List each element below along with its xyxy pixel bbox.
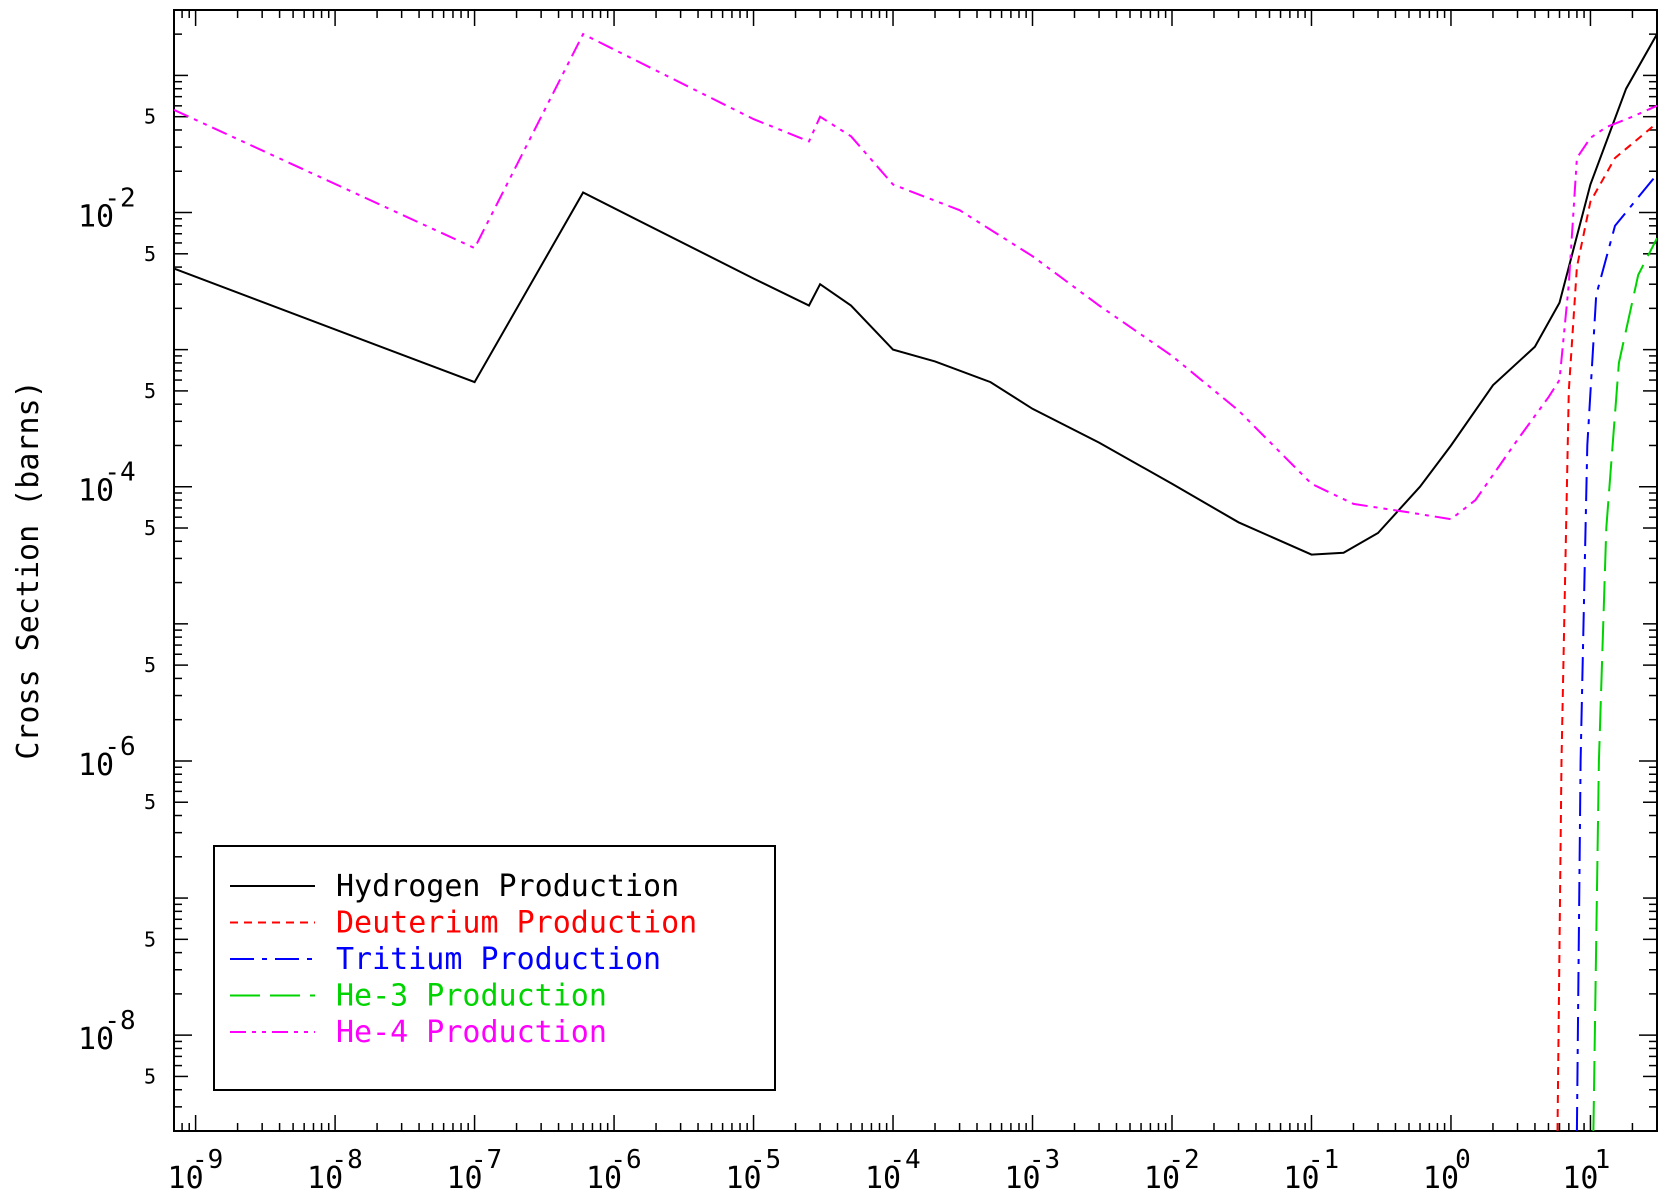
plot-frame [173,9,1658,1132]
series-lines [174,32,1657,1131]
x-tick-label-base: 10 [865,1161,901,1196]
y-minor-tick-label: 5 [144,242,156,266]
series-line-deuterium-production [1556,122,1657,1131]
legend-label: He-3 Production [336,979,607,1014]
x-tick-label-base: 10 [1004,1161,1040,1196]
x-tick-label-exponent: -9 [192,1145,223,1175]
x-tick-label-base: 10 [1562,1161,1598,1196]
x-tick-label-base: 10 [1423,1161,1459,1196]
y-axis-label: Cross Section (barns) [11,380,46,759]
x-tick-labels: 10-910-810-710-610-510-410-310-210-11001… [168,1145,1611,1196]
series-line-he-3-production [1592,237,1657,1131]
x-tick-label-base: 10 [1144,1161,1180,1196]
y-tick-label-base: 10 [78,748,114,783]
y-minor-tick-label: 5 [144,790,156,814]
y-minor-tick-label: 5 [144,927,156,951]
y-tick-label-exponent: -6 [104,732,135,762]
y-tick-label-exponent: -2 [104,184,135,214]
y-minor-tick-label: 5 [144,653,156,677]
x-tick-label-exponent: -8 [331,1145,362,1175]
y-minor-tick-label: 5 [144,105,156,129]
y-minor-tick-label: 5 [144,516,156,540]
y-minor-tick-label: 5 [144,379,156,403]
x-tick-label-base: 10 [447,1161,483,1196]
x-tick-label-base: 10 [307,1161,343,1196]
legend-label: He-4 Production [336,1015,607,1050]
y-tick-label-base: 10 [78,1022,114,1057]
series-line-he-4-production [174,32,1657,521]
series-line-tritium-production [1575,173,1657,1131]
y-tick-label-base: 10 [78,474,114,509]
x-tick-label-exponent: 0 [1455,1145,1471,1175]
x-tick-label-exponent: -6 [610,1145,641,1175]
x-tick-label-exponent: -1 [1308,1145,1339,1175]
x-tick-label-base: 10 [168,1161,204,1196]
y-tick-label-exponent: -4 [104,458,135,488]
x-tick-label-exponent: 1 [1595,1145,1611,1175]
y-minor-tick-label: 5 [144,1064,156,1088]
legend-label: Hydrogen Production [336,869,679,904]
x-tick-label-exponent: -7 [471,1145,502,1175]
x-tick-label-exponent: -4 [889,1145,920,1175]
y-tick-label-exponent: -8 [104,1006,135,1036]
x-tick-label-exponent: -5 [750,1145,781,1175]
series-line-hydrogen-production [174,33,1657,556]
y-tick-label-base: 10 [78,200,114,235]
x-tick-label-base: 10 [1283,1161,1319,1196]
x-tick-label-exponent: -2 [1168,1145,1199,1175]
legend-label: Tritium Production [336,942,661,977]
axis-ticks [173,10,1658,1132]
x-tick-label-exponent: -3 [1029,1145,1060,1175]
legend-label: Deuterium Production [336,906,697,941]
x-tick-label-base: 10 [725,1161,761,1196]
x-tick-label-base: 10 [586,1161,622,1196]
